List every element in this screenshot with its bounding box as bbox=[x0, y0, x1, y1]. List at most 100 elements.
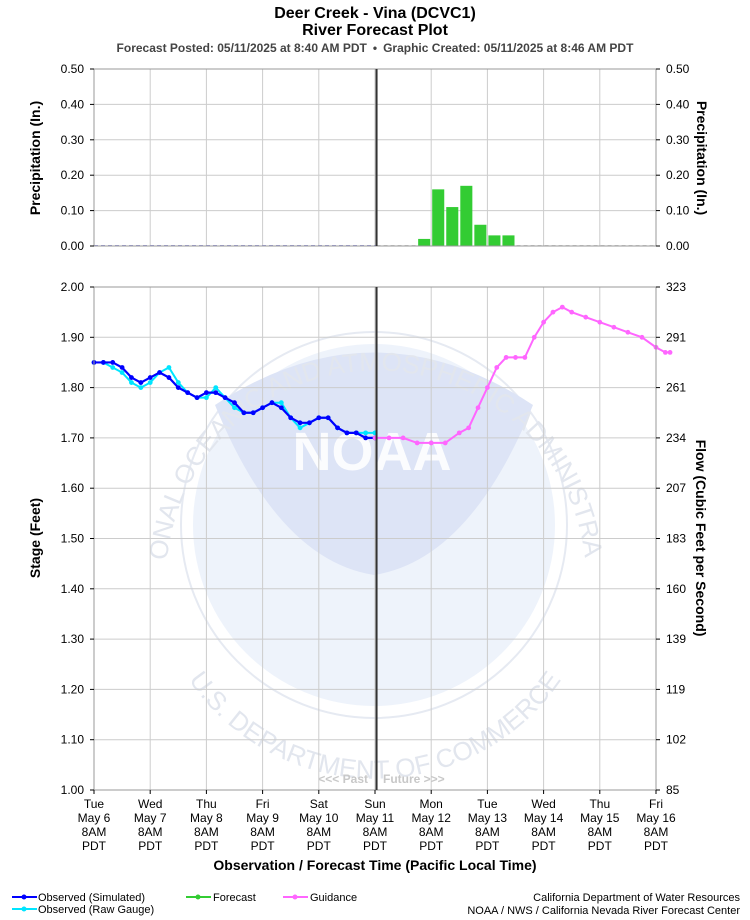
observed-simulated-point bbox=[204, 390, 209, 396]
x-tick-label-tz: PDT bbox=[194, 839, 219, 853]
legend-forecast-label: Forecast bbox=[213, 892, 256, 904]
future-label: Future >>> bbox=[383, 772, 445, 786]
x-tick-label-date: May 15 bbox=[580, 811, 620, 825]
legend-observed-raw-label: Observed (Raw Gauge) bbox=[38, 904, 154, 916]
graphic-created: Graphic Created: 05/11/2025 at 8:46 AM P… bbox=[383, 41, 634, 55]
guidance-point bbox=[428, 440, 434, 446]
x-tick-label-day: Wed bbox=[138, 797, 162, 811]
observed-simulated-point bbox=[297, 420, 303, 426]
observed-simulated-point bbox=[250, 410, 256, 416]
x-tick-label-tz: PDT bbox=[419, 839, 444, 853]
precip-forecast-bar bbox=[418, 238, 431, 246]
past-label: <<< Past bbox=[318, 772, 368, 786]
x-tick-label-day: Fri bbox=[649, 797, 663, 811]
precip-grid bbox=[93, 68, 657, 247]
precip-ylabel-left: Precipitation (In.) bbox=[27, 101, 43, 215]
x-tick-label-tz: PDT bbox=[251, 839, 276, 853]
observed-simulated-point bbox=[288, 415, 294, 421]
observed-simulated-point bbox=[232, 400, 237, 406]
flow-ytick-label: 183 bbox=[666, 532, 686, 546]
observed-simulated-point bbox=[241, 410, 247, 416]
observed-simulated-point bbox=[363, 435, 369, 441]
stage-ylabel: Stage (Feet) bbox=[27, 498, 43, 578]
precip-ytick-label-right: 0.50 bbox=[666, 62, 690, 76]
precip-ytick-label-left: 0.30 bbox=[61, 133, 85, 147]
x-tick-label-time: 8AM bbox=[475, 825, 500, 839]
precip-panel-frame bbox=[93, 68, 657, 247]
guidance-point bbox=[611, 324, 617, 330]
observed-simulated-point bbox=[166, 375, 172, 380]
precip-ytick-label-left: 0.50 bbox=[61, 62, 85, 76]
stage-ytick-label: 1.80 bbox=[61, 381, 85, 395]
flow-ytick-label: 261 bbox=[666, 381, 686, 395]
guidance-point bbox=[475, 405, 481, 411]
x-tick-label-date: May 16 bbox=[636, 811, 676, 825]
observed-simulated-point bbox=[110, 360, 116, 365]
x-tick-label-time: 8AM bbox=[138, 825, 163, 839]
timestamp-line: Forecast Posted: 05/11/2025 at 8:40 AM P… bbox=[117, 41, 635, 55]
x-tick-label-tz: PDT bbox=[588, 839, 613, 853]
stage-ytick-label: 1.70 bbox=[61, 431, 85, 445]
stage-ytick-label: 1.90 bbox=[61, 330, 85, 344]
x-tick-label-tz: PDT bbox=[475, 839, 500, 853]
stage-grid bbox=[93, 286, 657, 791]
observed-simulated-point bbox=[353, 430, 359, 436]
guidance-point bbox=[513, 355, 518, 360]
x-tick-label-day: Mon bbox=[420, 797, 443, 811]
legend-observed-simulated-marker bbox=[21, 894, 27, 900]
stage-ytick-label: 1.30 bbox=[61, 632, 85, 646]
credit-cnrfc: NOAA / NWS / California Nevada River For… bbox=[467, 905, 740, 917]
observed-raw-point bbox=[204, 395, 209, 401]
x-tick-label-tz: PDT bbox=[363, 839, 388, 853]
observed-simulated-point bbox=[269, 400, 275, 406]
observed-simulated-point bbox=[325, 415, 331, 421]
x-tick-label-time: 8AM bbox=[587, 825, 612, 839]
x-tick-label-day: Wed bbox=[531, 797, 555, 811]
x-tick-label-time: 8AM bbox=[363, 825, 388, 839]
x-tick-label-date: May 14 bbox=[524, 811, 564, 825]
observed-raw-point bbox=[363, 430, 369, 436]
precip-ytick-label-right: 0.00 bbox=[666, 239, 690, 253]
x-tick-label-date: May 12 bbox=[412, 811, 452, 825]
observed-raw-point bbox=[175, 380, 181, 385]
x-tick-label-tz: PDT bbox=[138, 839, 163, 853]
legend-observed-raw-marker bbox=[21, 906, 27, 912]
x-tick-label-time: 8AM bbox=[194, 825, 219, 839]
observed-raw-point bbox=[232, 405, 237, 411]
stage-ytick-label: 1.10 bbox=[61, 733, 85, 747]
guidance-point bbox=[442, 440, 448, 446]
observed-simulated-point bbox=[316, 415, 322, 421]
guidance-point bbox=[414, 440, 420, 446]
precip-ytick-label-right: 0.10 bbox=[666, 204, 690, 218]
flow-ytick-label: 323 bbox=[666, 280, 686, 294]
x-tick-label-time: 8AM bbox=[250, 825, 275, 839]
precip-forecast-bar bbox=[488, 235, 501, 246]
x-tick-label-time: 8AM bbox=[306, 825, 331, 839]
flow-ytick-label: 102 bbox=[666, 733, 686, 747]
x-tick-label-time: 8AM bbox=[531, 825, 556, 839]
observed-simulated-point bbox=[185, 390, 191, 396]
guidance-point bbox=[625, 329, 631, 335]
x-tick-label-tz: PDT bbox=[532, 839, 557, 853]
observed-raw-point bbox=[147, 380, 153, 385]
precip-ytick-label-right: 0.40 bbox=[666, 97, 690, 111]
guidance-point bbox=[531, 334, 537, 340]
precip-ytick-label-right: 0.30 bbox=[666, 133, 690, 147]
x-tick-label-date: May 9 bbox=[246, 811, 279, 825]
flow-ytick-label: 139 bbox=[666, 632, 686, 646]
guidance-point bbox=[597, 319, 603, 325]
precip-forecast-bar bbox=[474, 224, 487, 246]
precip-ytick-label-left: 0.00 bbox=[61, 239, 85, 253]
x-tick-label-date: May 6 bbox=[78, 811, 111, 825]
guidance-point bbox=[400, 435, 406, 441]
observed-simulated-point bbox=[344, 430, 350, 436]
guidance-point bbox=[466, 425, 472, 431]
x-tick-label-tz: PDT bbox=[82, 839, 107, 853]
watermark-bird bbox=[215, 352, 533, 575]
x-tick-label-date: May 10 bbox=[299, 811, 339, 825]
stage-ytick-label: 1.60 bbox=[61, 481, 85, 495]
stage-marks bbox=[91, 304, 673, 446]
legend-observed-simulated-label: Observed (Simulated) bbox=[38, 892, 145, 904]
x-axis-label: Observation / Forecast Time (Pacific Loc… bbox=[213, 857, 536, 873]
